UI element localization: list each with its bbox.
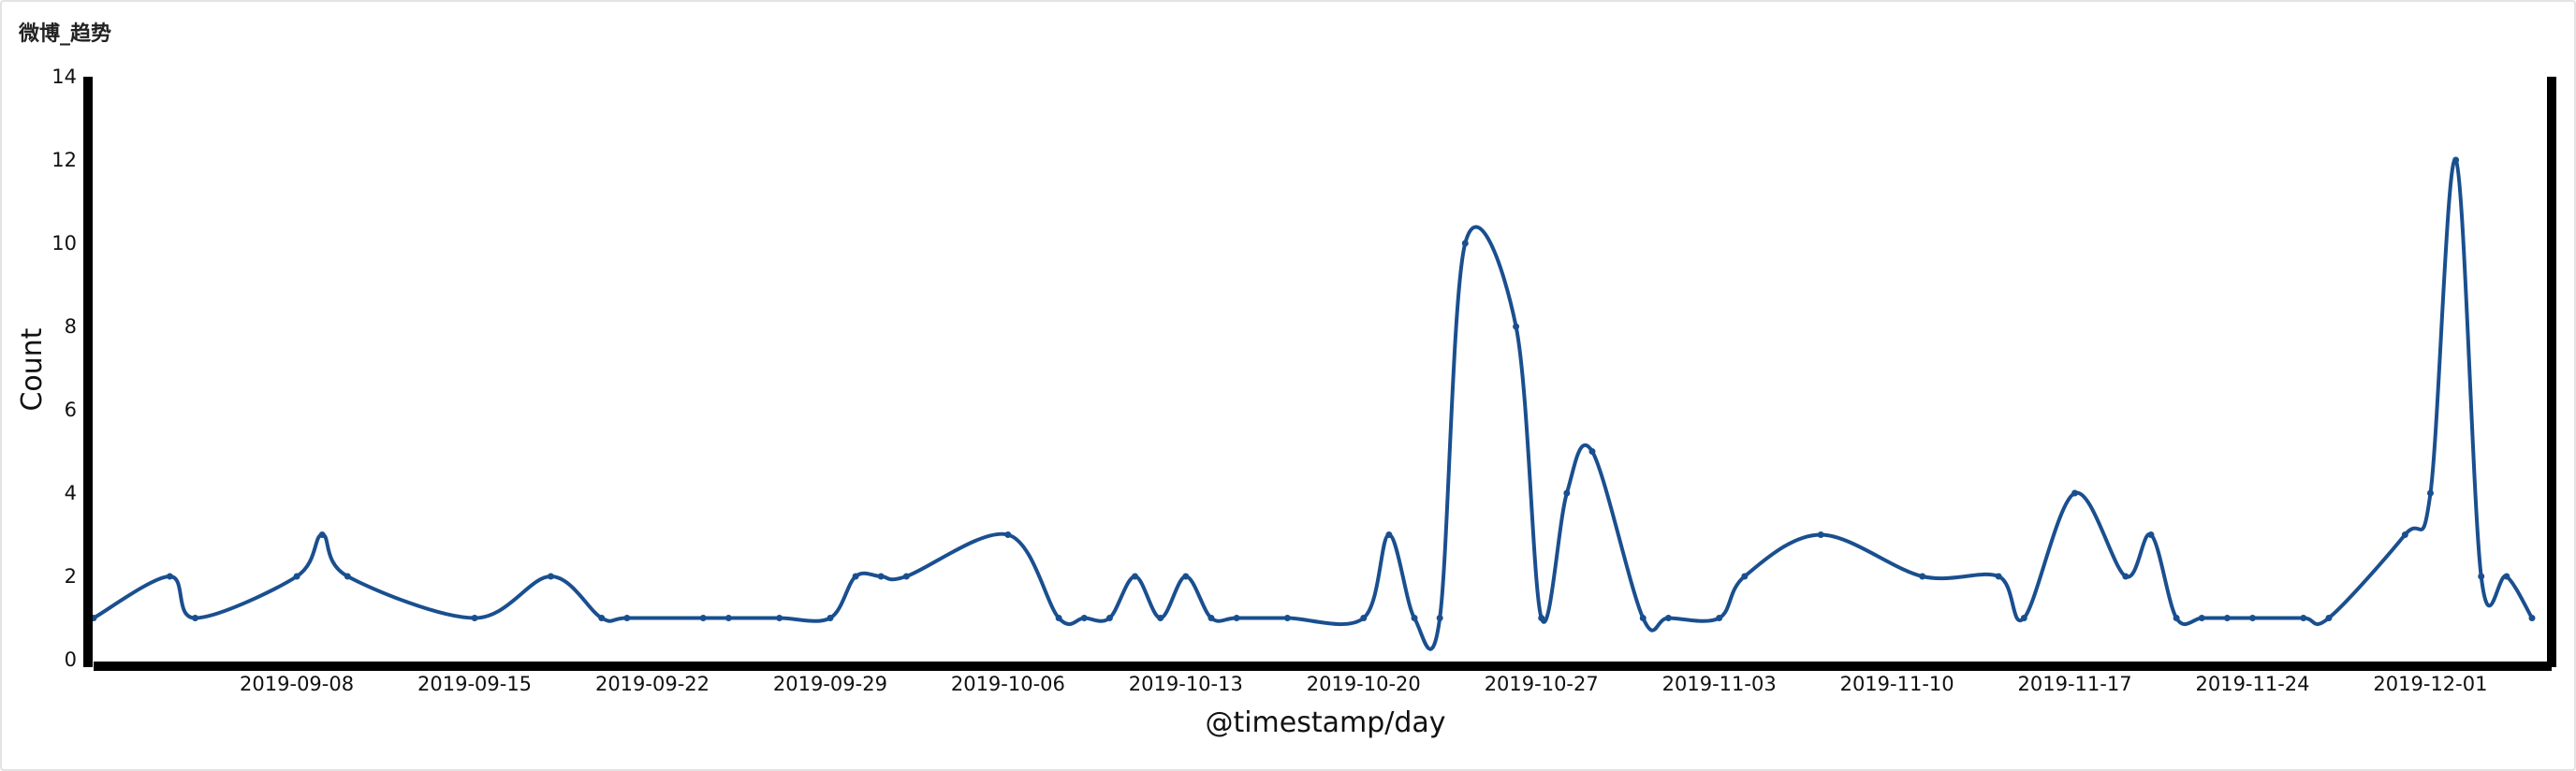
y-axis-title: Count (16, 327, 49, 411)
x-tick-label: 2019-09-29 (773, 673, 887, 695)
x-tick-label: 2019-11-24 (2195, 673, 2309, 695)
data-point (2224, 615, 2231, 621)
data-point (2427, 490, 2434, 497)
data-point (1056, 615, 1062, 621)
data-point (192, 615, 198, 621)
x-axis-title: @timestamp/day (1205, 706, 1445, 739)
data-point (903, 574, 910, 580)
data-point (1996, 574, 2002, 580)
data-point (700, 615, 707, 621)
x-tick-label: 2019-12-01 (2373, 673, 2487, 695)
data-point (2300, 615, 2306, 621)
data-point (319, 531, 326, 538)
data-point (2174, 615, 2180, 621)
x-tick-label: 2019-10-13 (1129, 673, 1243, 695)
x-tick-label: 2019-11-17 (2018, 673, 2132, 695)
data-point (1513, 324, 1519, 330)
data-point (2478, 574, 2484, 580)
data-point (1182, 574, 1189, 580)
y-tick-label: 14 (51, 65, 77, 88)
y-tick-label: 10 (51, 232, 77, 255)
series-line (94, 159, 2532, 648)
data-point (1234, 615, 1240, 621)
data-point (1004, 531, 1011, 538)
x-tick-label: 2019-09-15 (417, 673, 532, 695)
x-axis-ticks: 2019-09-08 2019-09-15 2019-09-22 2019-09-29… (240, 673, 2487, 695)
y-axis-ticks: 0 2 4 6 8 10 12 14 (51, 65, 77, 671)
data-point (2529, 615, 2536, 621)
data-point (2071, 490, 2078, 497)
data-point (2199, 615, 2205, 621)
data-point (344, 574, 351, 580)
data-point (1462, 240, 1469, 247)
data-point (1818, 531, 1824, 538)
x-tick-label: 2019-10-20 (1307, 673, 1421, 695)
data-point (1588, 448, 1595, 455)
data-point (472, 615, 478, 621)
y-tick-label: 8 (65, 315, 77, 338)
data-point (294, 574, 300, 580)
y-tick-label: 6 (65, 399, 77, 421)
data-point (548, 574, 554, 580)
data-point (1716, 615, 1722, 621)
data-point (2452, 157, 2459, 164)
data-point (2325, 615, 2332, 621)
data-point (853, 574, 859, 580)
data-point (1563, 490, 1570, 497)
data-point (598, 615, 605, 621)
data-point (1360, 615, 1367, 621)
data-point (2122, 574, 2129, 580)
x-tick-label: 2019-09-22 (595, 673, 710, 695)
data-point (2249, 615, 2256, 621)
data-point (2021, 615, 2027, 621)
data-point (776, 615, 783, 621)
data-point (1665, 615, 1672, 621)
data-point (1157, 615, 1164, 621)
y-tick-label: 4 (65, 482, 77, 504)
data-point (725, 615, 732, 621)
x-tick-label: 2019-10-06 (951, 673, 1065, 695)
data-point (1284, 615, 1291, 621)
x-tick-label: 2019-09-08 (240, 673, 354, 695)
x-tick-label: 2019-11-03 (1662, 673, 1777, 695)
data-point (2503, 574, 2510, 580)
y-tick-label: 2 (65, 565, 77, 588)
data-point (623, 615, 630, 621)
data-point (1538, 615, 1544, 621)
data-point (2147, 531, 2154, 538)
data-point (2402, 531, 2408, 538)
data-point (827, 615, 833, 621)
data-point (1081, 615, 1088, 621)
data-point (1741, 574, 1748, 580)
data-point (1437, 615, 1443, 621)
y-tick-label: 12 (51, 149, 77, 171)
data-point (1208, 615, 1214, 621)
data-points (91, 157, 2536, 622)
data-point (1412, 615, 1418, 621)
data-point (1132, 574, 1138, 580)
data-point (878, 574, 885, 580)
x-tick-label: 2019-10-27 (1485, 673, 1599, 695)
y-tick-label: 0 (65, 648, 77, 671)
data-point (167, 574, 173, 580)
data-point (1106, 615, 1113, 621)
x-tick-label: 2019-11-10 (1840, 673, 1954, 695)
data-point (1640, 615, 1647, 621)
data-point (1919, 574, 1925, 580)
data-point (1385, 531, 1392, 538)
